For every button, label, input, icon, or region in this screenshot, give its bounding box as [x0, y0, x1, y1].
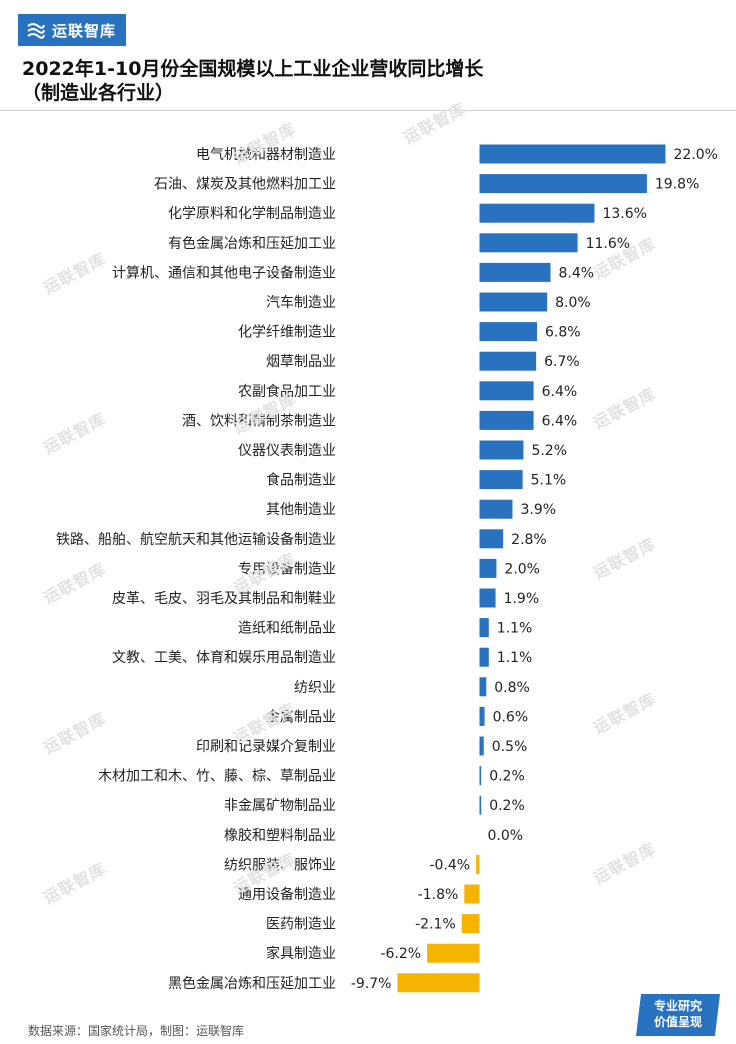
category-label: 皮革、毛皮、羽毛及其制品和制鞋业 — [112, 591, 336, 607]
category-label: 化学原料和化学制品制造业 — [168, 206, 336, 222]
bar — [479, 647, 489, 667]
bar — [464, 884, 480, 904]
bar — [461, 914, 480, 934]
bar — [479, 351, 537, 371]
category-label: 仪器仪表制造业 — [238, 443, 336, 459]
bar — [479, 203, 595, 223]
category-label: 石油、煤炭及其他燃料加工业 — [154, 176, 336, 193]
bar — [479, 292, 548, 312]
bar — [479, 795, 482, 815]
data-source-note: 数据来源：国家统计局，制图：运联智库 — [28, 1024, 245, 1038]
category-label: 印刷和记录媒介复制业 — [196, 738, 336, 755]
value-label: 0.5% — [492, 739, 528, 755]
value-label: 19.8% — [655, 177, 699, 193]
category-label: 黑色金属冶炼和压延加工业 — [168, 975, 336, 992]
value-label: 2.8% — [511, 532, 547, 548]
value-label: 0.6% — [493, 709, 529, 725]
bar — [479, 499, 513, 519]
value-label: 0.0% — [488, 828, 524, 844]
chart-subtitle: （制造业各行业） — [22, 82, 175, 104]
category-label: 纺织服装、服饰业 — [224, 857, 336, 873]
category-label: 非金属矿物制品业 — [224, 798, 336, 814]
bar — [479, 618, 489, 638]
bar — [479, 529, 504, 549]
bar — [476, 854, 480, 874]
slogan-line-1: 专业研究 — [653, 999, 702, 1013]
category-label: 酒、饮料和精制茶制造业 — [182, 413, 336, 429]
value-label: -2.1% — [415, 917, 456, 933]
category-label: 农副食品加工业 — [238, 383, 336, 400]
brand-waves-icon — [27, 23, 45, 39]
bar — [397, 973, 480, 993]
category-label: 专用设备制造业 — [238, 560, 336, 577]
category-label: 纺织业 — [294, 680, 336, 696]
category-label: 木材加工和木、竹、藤、棕、草制品业 — [98, 769, 336, 785]
brand-logo: 运联智库 — [18, 14, 126, 46]
value-label: 6.8% — [545, 325, 581, 341]
chart-title: 2022年1-10月份全国规模以上工业企业营收同比增长 — [22, 58, 484, 80]
category-label: 烟草制品业 — [266, 354, 336, 370]
value-label: 11.6% — [586, 236, 630, 252]
value-label: 3.9% — [520, 502, 556, 518]
value-label: 8.0% — [555, 295, 591, 311]
slogan-line-2: 价值呈现 — [653, 1015, 702, 1029]
category-label: 化学纤维制造业 — [238, 325, 336, 341]
value-label: 0.2% — [489, 798, 525, 814]
value-label: 8.4% — [559, 265, 595, 281]
value-label: 6.7% — [544, 354, 580, 370]
value-label: 0.8% — [494, 680, 530, 696]
value-label: 0.2% — [489, 769, 525, 785]
bar — [479, 262, 551, 282]
bar — [479, 766, 482, 786]
category-label: 计算机、通信和其他电子设备制造业 — [112, 264, 336, 281]
slogan-badge: 专业研究 价值呈现 — [636, 994, 720, 1036]
value-label: -9.7% — [351, 976, 392, 992]
bar-chart: 电气机械和器材制造业 22.0% 石油、煤炭及其他燃料加工业 19.8% 化学原料和化学… — [56, 144, 718, 993]
category-label: 食品制造业 — [266, 472, 336, 489]
value-label: 5.1% — [531, 473, 567, 489]
category-label: 铁路、船舶、航空航天和其他运输设备制造业 — [56, 531, 336, 548]
bar — [479, 322, 537, 342]
value-label: -0.4% — [429, 857, 470, 873]
value-label: 6.4% — [542, 413, 578, 429]
category-label: 汽车制造业 — [266, 294, 336, 311]
brand-logo-text: 运联智库 — [52, 21, 117, 40]
value-label: -6.2% — [380, 946, 421, 962]
bar — [479, 174, 647, 194]
bar — [479, 706, 485, 726]
category-label: 橡胶和塑料制品业 — [224, 827, 336, 844]
category-label: 造纸和纸制品业 — [238, 621, 336, 637]
bar — [479, 588, 496, 608]
category-label: 通用设备制造业 — [238, 886, 336, 903]
category-label: 电气机械和器材制造业 — [196, 147, 336, 163]
bar — [479, 440, 524, 460]
category-label: 文教、工美、体育和娱乐用品制造业 — [112, 650, 336, 666]
category-label: 金属制品业 — [266, 709, 336, 725]
bar — [479, 381, 534, 401]
bar — [427, 943, 480, 963]
header-divider — [0, 110, 736, 111]
value-label: 6.4% — [542, 384, 578, 400]
value-label: 5.2% — [531, 443, 567, 459]
value-label: 1.1% — [497, 621, 533, 637]
value-label: 13.6% — [602, 206, 646, 222]
category-label: 其他制造业 — [266, 502, 336, 518]
bar — [479, 470, 523, 490]
value-label: 1.9% — [504, 591, 540, 607]
category-label: 医药制造业 — [266, 917, 336, 933]
category-label: 家具制造业 — [266, 945, 336, 962]
bar — [479, 677, 487, 697]
value-label: 22.0% — [674, 147, 718, 163]
bar — [479, 558, 497, 578]
value-label: 2.0% — [504, 561, 540, 577]
category-label: 有色金属冶炼和压延加工业 — [168, 235, 336, 252]
value-label: 1.1% — [497, 650, 533, 666]
bar — [479, 736, 484, 756]
value-label: -1.8% — [418, 887, 459, 903]
bar — [479, 410, 534, 430]
bar — [479, 144, 666, 164]
bar — [479, 233, 578, 253]
